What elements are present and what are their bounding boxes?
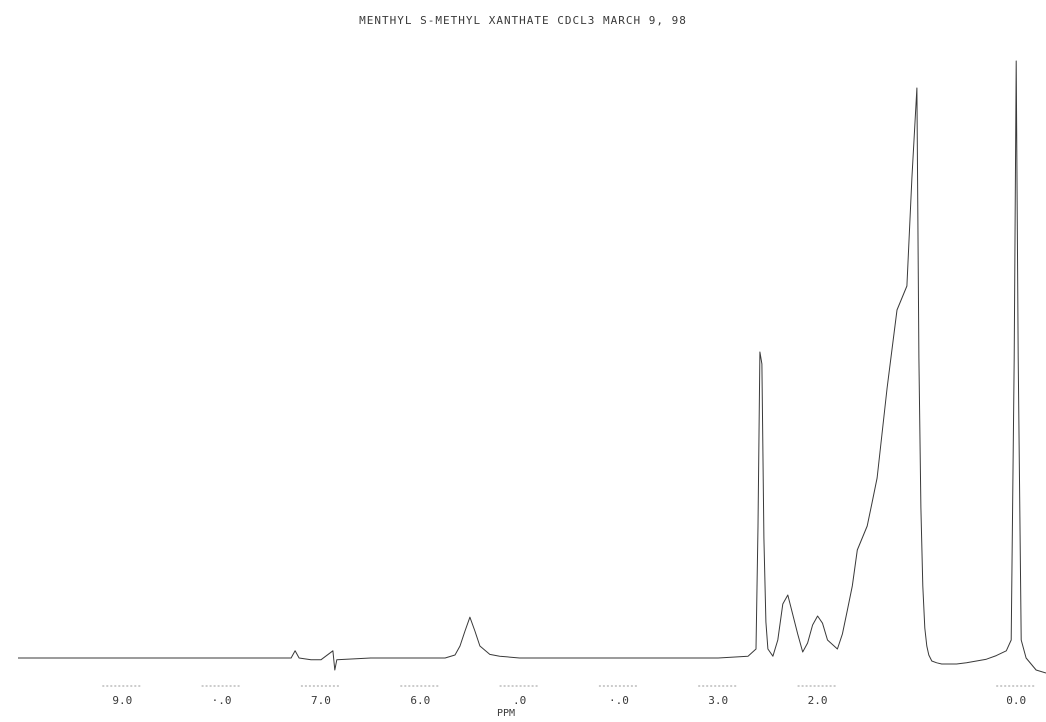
tick-label: ·.0	[609, 694, 629, 707]
tick-label: 0.0	[1006, 694, 1026, 707]
tick-label: 2.0	[808, 694, 828, 707]
tick-label: 3.0	[708, 694, 728, 707]
tick-label: 9.0	[112, 694, 132, 707]
spectrum-trace-0	[18, 60, 1046, 674]
tick-label: 7.0	[311, 694, 331, 707]
chart-title: MENTHYL S-METHYL XANTHATE CDCL3 MARCH 9,…	[359, 14, 687, 27]
tick-label: 6.0	[410, 694, 430, 707]
tick-label: .0	[513, 694, 526, 707]
tick-label: ·.0	[212, 694, 232, 707]
x-axis-label: PPM	[496, 708, 516, 719]
plot-area	[18, 60, 1046, 674]
x-axis-ticks: 9.0 ·.0 7.0 6.0 .0 ·.0 3.0 2.0 0.0	[102, 685, 1037, 707]
